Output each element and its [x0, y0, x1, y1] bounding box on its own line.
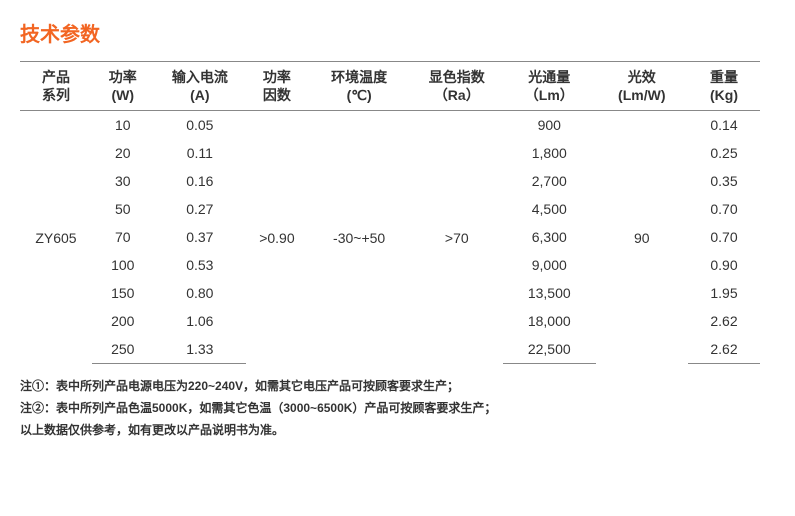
cell-power: 100	[92, 251, 154, 279]
note-3: 以上数据仅供参考，如有更改以产品说明书为准。	[20, 420, 775, 442]
cell-flux: 9,000	[503, 251, 596, 279]
cell-current: 0.05	[154, 111, 247, 140]
page-title: 技术参数	[20, 18, 775, 47]
cell-weight: 0.70	[688, 195, 760, 223]
cell-current: 0.27	[154, 195, 247, 223]
cell-weight: 0.70	[688, 223, 760, 251]
cell-flux: 22,500	[503, 335, 596, 364]
cell-power: 10	[92, 111, 154, 140]
cell-power: 30	[92, 167, 154, 195]
cell-flux: 4,500	[503, 195, 596, 223]
cell-weight: 0.35	[688, 167, 760, 195]
cell-weight: 2.62	[688, 307, 760, 335]
cell-eff: 90	[596, 111, 689, 364]
cell-weight: 2.62	[688, 335, 760, 364]
table-body: ZY605 10 0.05 >0.90 -30~+50 >70 900 90 0…	[20, 111, 760, 364]
cell-flux: 18,000	[503, 307, 596, 335]
col-pf: 功率因数	[246, 62, 308, 111]
cell-flux: 13,500	[503, 279, 596, 307]
cell-weight: 0.25	[688, 139, 760, 167]
cell-current: 0.11	[154, 139, 247, 167]
cell-current: 1.06	[154, 307, 247, 335]
notes-block: 注①：表中所列产品电源电压为220~240V，如需其它电压产品可按顾客要求生产；…	[20, 376, 775, 441]
col-flux: 光通量（Lm）	[503, 62, 596, 111]
cell-current: 0.16	[154, 167, 247, 195]
spec-table: 产品系列 功率(W) 输入电流(A) 功率因数 环境温度(℃) 显色指数（Ra）…	[20, 61, 760, 364]
col-weight: 重量(Kg)	[688, 62, 760, 111]
cell-series: ZY605	[20, 111, 92, 364]
col-eff: 光效(Lm/W)	[596, 62, 689, 111]
cell-current: 0.80	[154, 279, 247, 307]
cell-power: 50	[92, 195, 154, 223]
col-temp: 环境温度(℃)	[308, 62, 411, 111]
col-power: 功率(W)	[92, 62, 154, 111]
note-1: 注①：表中所列产品电源电压为220~240V，如需其它电压产品可按顾客要求生产；	[20, 376, 775, 398]
cell-flux: 6,300	[503, 223, 596, 251]
col-current: 输入电流(A)	[154, 62, 247, 111]
cell-weight: 0.90	[688, 251, 760, 279]
cell-temp: -30~+50	[308, 111, 411, 364]
cell-power: 70	[92, 223, 154, 251]
cell-power: 20	[92, 139, 154, 167]
cell-power: 150	[92, 279, 154, 307]
cell-weight: 1.95	[688, 279, 760, 307]
cell-current: 1.33	[154, 335, 247, 364]
table-row: ZY605 10 0.05 >0.90 -30~+50 >70 900 90 0…	[20, 111, 760, 140]
cell-flux: 1,800	[503, 139, 596, 167]
cell-power: 250	[92, 335, 154, 364]
cell-flux: 900	[503, 111, 596, 140]
cell-pf: >0.90	[246, 111, 308, 364]
cell-current: 0.37	[154, 223, 247, 251]
note-2: 注②：表中所列产品色温5000K，如需其它色温（3000~6500K）产品可按顾…	[20, 398, 775, 420]
col-cri: 显色指数（Ra）	[411, 62, 504, 111]
cell-power: 200	[92, 307, 154, 335]
cell-cri: >70	[411, 111, 504, 364]
col-series: 产品系列	[20, 62, 92, 111]
cell-weight: 0.14	[688, 111, 760, 140]
cell-flux: 2,700	[503, 167, 596, 195]
header-row: 产品系列 功率(W) 输入电流(A) 功率因数 环境温度(℃) 显色指数（Ra）…	[20, 62, 760, 111]
cell-current: 0.53	[154, 251, 247, 279]
